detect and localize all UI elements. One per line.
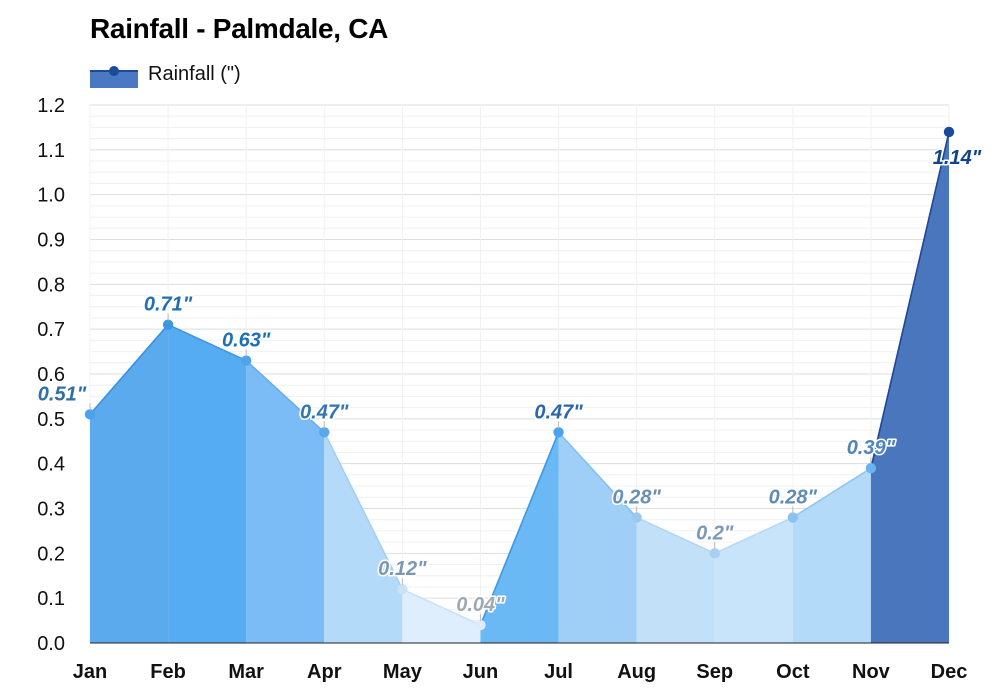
data-label: 0.28" (769, 486, 818, 508)
data-points (84, 126, 955, 631)
series-line-segment (245, 359, 325, 433)
y-tick-label: 0.8 (37, 274, 65, 296)
area-segment (870, 131, 949, 643)
data-label: 0.12" (378, 558, 427, 580)
y-tick-label: 0.0 (37, 633, 65, 655)
x-tick-label: Jan (73, 661, 107, 683)
y-tick-label: 0.7 (37, 319, 65, 341)
data-label: 0.47" (534, 401, 583, 423)
area-segment (324, 432, 403, 643)
series-line-segment (714, 516, 794, 555)
data-label: 1.14" (933, 147, 982, 169)
area-segment (246, 360, 325, 643)
series-line-segment (479, 431, 560, 626)
data-point (787, 512, 799, 523)
x-tick-label: Oct (776, 661, 810, 683)
y-tick-label: 0.1 (37, 588, 65, 610)
data-label: 0.28" (612, 486, 661, 508)
legend-swatch-icon (90, 61, 138, 88)
x-tick-label: Jul (544, 661, 573, 683)
x-tick-label: Dec (931, 661, 968, 683)
x-tick-label: Apr (307, 661, 342, 683)
data-label: 0.2" (696, 522, 734, 544)
y-tick-label: 0.3 (37, 499, 65, 521)
data-point (631, 512, 642, 523)
data-label: 0.63" (222, 330, 271, 352)
data-label: 0.51" (38, 383, 87, 405)
series-line-segment (870, 131, 950, 469)
data-point (162, 319, 174, 330)
x-tick-label: Nov (852, 661, 891, 683)
y-tick-label: 1.2 (37, 95, 65, 117)
area-segments (89, 131, 950, 643)
x-tick-label: Sep (696, 661, 733, 683)
data-label: 0.47" (300, 401, 349, 423)
x-tick-label: Feb (150, 661, 186, 683)
area-segment (792, 468, 871, 643)
data-point (553, 427, 564, 438)
legend-label: Rainfall (") (148, 63, 241, 85)
x-tick-label: Mar (228, 661, 264, 683)
area-segment (480, 432, 559, 643)
y-tick-label: 1.0 (37, 185, 65, 207)
x-tick-label: Jun (463, 661, 499, 683)
data-point (475, 619, 486, 631)
series-line-segment (792, 467, 872, 519)
data-point (240, 355, 252, 366)
series-line-segment (167, 323, 247, 362)
y-tick-label: 0.9 (37, 230, 65, 252)
x-tick-label: Aug (617, 661, 656, 683)
axes: 0.0 0.1 0.2 0.3 0.4 0.5 0.6 0.7 0.8 0.9 1.0 1.1 1.2 J… (37, 95, 967, 683)
data-point (397, 584, 408, 595)
data-point (865, 462, 877, 474)
series-line-segment (557, 431, 638, 519)
series-line-segment (636, 516, 716, 555)
area-segment (168, 324, 247, 643)
area-segment (714, 517, 793, 643)
area-segment (558, 432, 637, 643)
y-tick-label: 0.4 (37, 454, 65, 476)
series-line-segment (402, 588, 481, 626)
y-tick-label: 0.6 (37, 364, 65, 386)
area-segment (90, 324, 169, 643)
data-point (319, 427, 330, 438)
data-labels: 0.51" 0.71" 0.63" 0.47" 0.12" 0.04" 0.47" 0.28"… (36, 145, 983, 622)
data-point (84, 409, 96, 420)
data-point (709, 548, 720, 559)
series-line-segment (89, 324, 169, 415)
data-point (943, 126, 955, 138)
data-label: 0.39" (847, 437, 896, 459)
data-label: 0.71" (144, 294, 193, 316)
y-tick-label: 0.2 (37, 543, 65, 565)
chart-title: Rainfall - Palmdale, CA (90, 13, 389, 44)
y-tick-label: 1.1 (37, 140, 65, 162)
area-segment (636, 517, 715, 643)
area-segment (402, 589, 481, 643)
legend[interactable]: Rainfall (") (90, 61, 241, 88)
y-tick-label: 0.5 (37, 409, 65, 431)
data-label: 0.04" (456, 594, 505, 616)
x-tick-label: May (383, 661, 423, 683)
series-line-segment (323, 431, 404, 590)
